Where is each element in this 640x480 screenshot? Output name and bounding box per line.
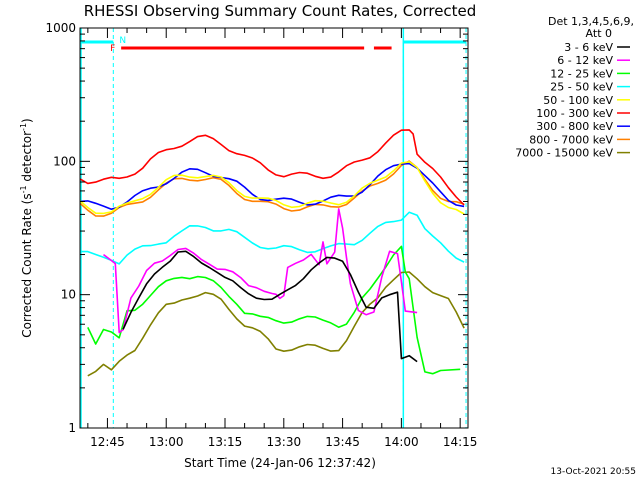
x-tick-label: 13:15 [208, 435, 243, 449]
series-line-2 [87, 245, 461, 375]
series-line-7 [79, 160, 465, 217]
plot-frame [79, 27, 469, 429]
legend-label: 6 - 12 keV [557, 54, 613, 67]
x-tick-label: 13:00 [149, 435, 184, 449]
x-tick-label: 14:00 [384, 435, 419, 449]
x-tick-label: 13:45 [325, 435, 360, 449]
x-tick-label: 14:15 [443, 435, 478, 449]
legend-label: 100 - 300 keV [536, 107, 613, 120]
night-flag-label: N [119, 36, 126, 46]
series-line-1 [103, 208, 418, 334]
series-line-0 [122, 250, 418, 363]
legend-label: 50 - 100 keV [543, 94, 613, 107]
chart-title: RHESSI Observing Summary Count Rates, Co… [84, 2, 477, 20]
y-axis-label-exponent: -1 [19, 185, 28, 193]
legend-label: 800 - 7000 keV [529, 133, 613, 146]
legend-label: 12 - 25 keV [550, 67, 613, 80]
timestamp: 13-Oct-2021 20:55 [551, 467, 636, 477]
x-tick-label: 12:45 [90, 435, 125, 449]
y-axis-label-part: detector [20, 131, 34, 186]
y-axis-label: Corrected Count Rate (s-1 detector-1) [19, 118, 34, 337]
y-axis-label-exponent: -1 [19, 123, 28, 131]
y-tick-label: 100 [53, 154, 76, 168]
legend-header-line2: Att 0 [586, 27, 612, 40]
plot-area: FN [79, 28, 467, 428]
legend-label: 25 - 50 keV [550, 81, 613, 94]
axes: 1 10 100 1000 12:45 13:00 13:15 13:30 13:45 14:00… [45, 21, 477, 449]
x-tick-label: 13:30 [267, 435, 302, 449]
y-tick-label: 1 [68, 421, 76, 435]
y-tick-label: 10 [61, 288, 76, 302]
legend-label: 7000 - 15000 keV [515, 147, 613, 160]
series-line-4 [79, 161, 465, 215]
legend-header-line1: Det 1,3,4,5,6,9, [548, 15, 634, 28]
y-tick-label: 1000 [45, 21, 76, 35]
y-axis-label-part: Corrected Count Rate (s [20, 193, 34, 337]
flare-flag-label: F [110, 44, 115, 54]
x-axis-label: Start Time (24-Jan-06 12:37:42) [184, 456, 376, 470]
y-axis-label-part: ) [20, 118, 34, 123]
series-line-3 [80, 211, 465, 265]
legend-label: 300 - 800 keV [536, 120, 613, 133]
series-line-8 [87, 271, 465, 377]
series-line-5 [79, 129, 465, 206]
legend-label: 3 - 6 keV [564, 41, 613, 54]
